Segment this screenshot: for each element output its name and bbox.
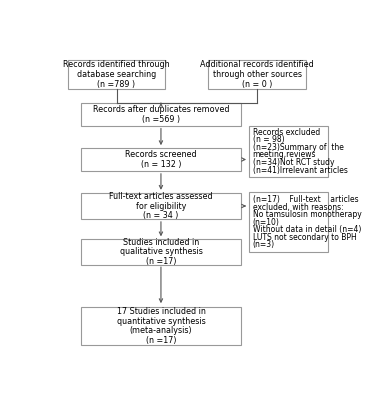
Text: (n = 132 ): (n = 132 ) xyxy=(141,160,181,169)
Text: (meta-analysis): (meta-analysis) xyxy=(130,326,192,335)
Text: Additional records identified: Additional records identified xyxy=(200,60,314,69)
Text: Records after duplicates removed: Records after duplicates removed xyxy=(93,105,229,114)
Text: excluded, with reasons:: excluded, with reasons: xyxy=(253,202,343,212)
Text: (n=34)Not RCT study: (n=34)Not RCT study xyxy=(253,158,334,167)
Text: Studies included in: Studies included in xyxy=(123,238,199,247)
Text: qualitative synthesis: qualitative synthesis xyxy=(120,247,202,256)
Text: Without data in detail (n=4): Without data in detail (n=4) xyxy=(253,225,361,234)
Text: (n=41)Irrelevant articles: (n=41)Irrelevant articles xyxy=(253,166,347,175)
Bar xyxy=(249,192,328,252)
Bar xyxy=(81,193,241,219)
Bar xyxy=(81,239,241,264)
Text: Records excluded: Records excluded xyxy=(253,128,320,137)
Text: (n =569 ): (n =569 ) xyxy=(142,115,180,124)
Text: quantitative synthesis: quantitative synthesis xyxy=(117,316,205,326)
Text: (n =789 ): (n =789 ) xyxy=(97,80,135,88)
Text: Full-text articles assessed: Full-text articles assessed xyxy=(109,192,213,201)
Text: through other sources: through other sources xyxy=(212,70,302,79)
Bar xyxy=(68,60,165,89)
Text: 17 Studies included in: 17 Studies included in xyxy=(117,307,205,316)
Text: (n =17): (n =17) xyxy=(146,257,176,266)
Text: (n = 98): (n = 98) xyxy=(253,135,284,144)
Bar xyxy=(208,60,306,89)
Text: Records screened: Records screened xyxy=(125,150,197,159)
Text: (n=3): (n=3) xyxy=(253,240,275,249)
Bar xyxy=(81,148,241,171)
Text: Records identified through: Records identified through xyxy=(63,60,170,69)
Bar xyxy=(81,103,241,126)
Text: (n=10): (n=10) xyxy=(253,218,279,226)
Text: LUTS not secondary to BPH: LUTS not secondary to BPH xyxy=(253,232,356,242)
Text: No tamsulosin monotherapy: No tamsulosin monotherapy xyxy=(253,210,361,219)
Text: (n=23)Summary of  the: (n=23)Summary of the xyxy=(253,143,343,152)
Text: (n = 0 ): (n = 0 ) xyxy=(242,80,272,88)
Text: database searching: database searching xyxy=(77,70,156,79)
Bar xyxy=(249,126,328,176)
Text: (n = 34 ): (n = 34 ) xyxy=(143,211,179,220)
Bar xyxy=(81,306,241,345)
Text: meeting,reviews: meeting,reviews xyxy=(253,150,316,160)
Text: (n=17)    Full-text    articles: (n=17) Full-text articles xyxy=(253,195,358,204)
Text: for eligibility: for eligibility xyxy=(136,202,186,210)
Text: (n =17): (n =17) xyxy=(146,336,176,345)
